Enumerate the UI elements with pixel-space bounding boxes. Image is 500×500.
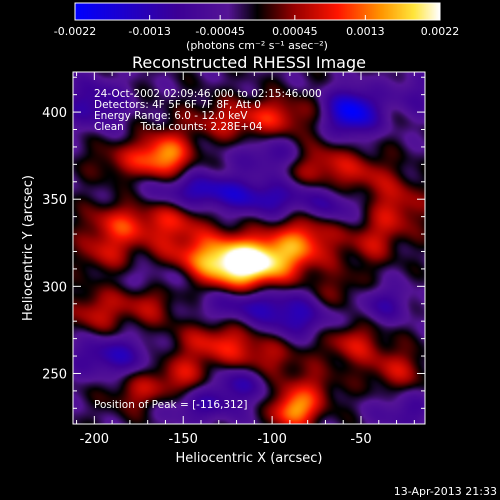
colorbar-ticks: [74, 15, 441, 20]
x-tick-labels: -200 -150 -100 -50: [80, 432, 372, 447]
y-tick-label: 400: [42, 106, 67, 121]
x-tick-label: -200: [80, 432, 110, 447]
x-tick-label: -100: [257, 432, 287, 447]
y-axis-label: Heliocentric Y (arcsec): [21, 175, 36, 321]
y-tick-label: 250: [42, 367, 67, 382]
colorbar-tick-label: -0.00045: [195, 25, 244, 38]
y-tick-label: 350: [42, 193, 67, 208]
heatmap-image: [73, 72, 425, 424]
plot-frame: [72, 71, 426, 425]
annotation-clean-counts: Clean Total counts: 2.28E+04: [94, 121, 263, 133]
colorbar-tick-label: 0.0013: [346, 25, 385, 38]
peak-position-label: Position of Peak = [-116,312]: [94, 399, 248, 411]
x-tick-label: -150: [168, 432, 198, 447]
annotation-time-range: 24-Oct-2002 02:09:46.000 to 02:15:46.000: [94, 88, 322, 100]
annotation-block: 24-Oct-2002 02:09:46.000 to 02:15:46.000…: [94, 88, 322, 133]
annotation-energy-range: Energy Range: 6.0 - 12.0 keV: [94, 110, 248, 122]
plot-ticks: [73, 72, 425, 424]
colorbar-units: (photons cm⁻² s⁻¹ asec⁻²): [186, 39, 328, 52]
colorbar-tick-label: 0.0022: [421, 25, 460, 38]
plot-area: [72, 71, 426, 425]
chart-title: Reconstructed RHESSI Image: [132, 53, 366, 72]
colorbar-tick-label: 0.00045: [272, 25, 318, 38]
colorbar-tick-label: -0.0022: [54, 25, 96, 38]
x-axis-label: Heliocentric X (arcsec): [176, 451, 323, 466]
y-tick-label: 300: [42, 280, 67, 295]
colorbar: -0.0022 -0.0013 -0.00045 0.00045 0.0013 0.002…: [54, 2, 459, 52]
x-tick-label: -50: [350, 432, 371, 447]
plot-timestamp: 13-Apr-2013 21:33: [394, 485, 497, 498]
colorbar-gradient: [75, 3, 440, 20]
colorbar-frame: [74, 2, 441, 21]
colorbar-tick-labels: -0.0022 -0.0013 -0.00045 0.00045 0.0013 0.002…: [54, 25, 459, 38]
y-tick-labels: 250 300 350 400: [42, 106, 67, 382]
annotation-detectors: Detectors: 4F 5F 6F 7F 8F, Att 0: [94, 99, 261, 111]
colorbar-tick-label: -0.0013: [128, 25, 170, 38]
